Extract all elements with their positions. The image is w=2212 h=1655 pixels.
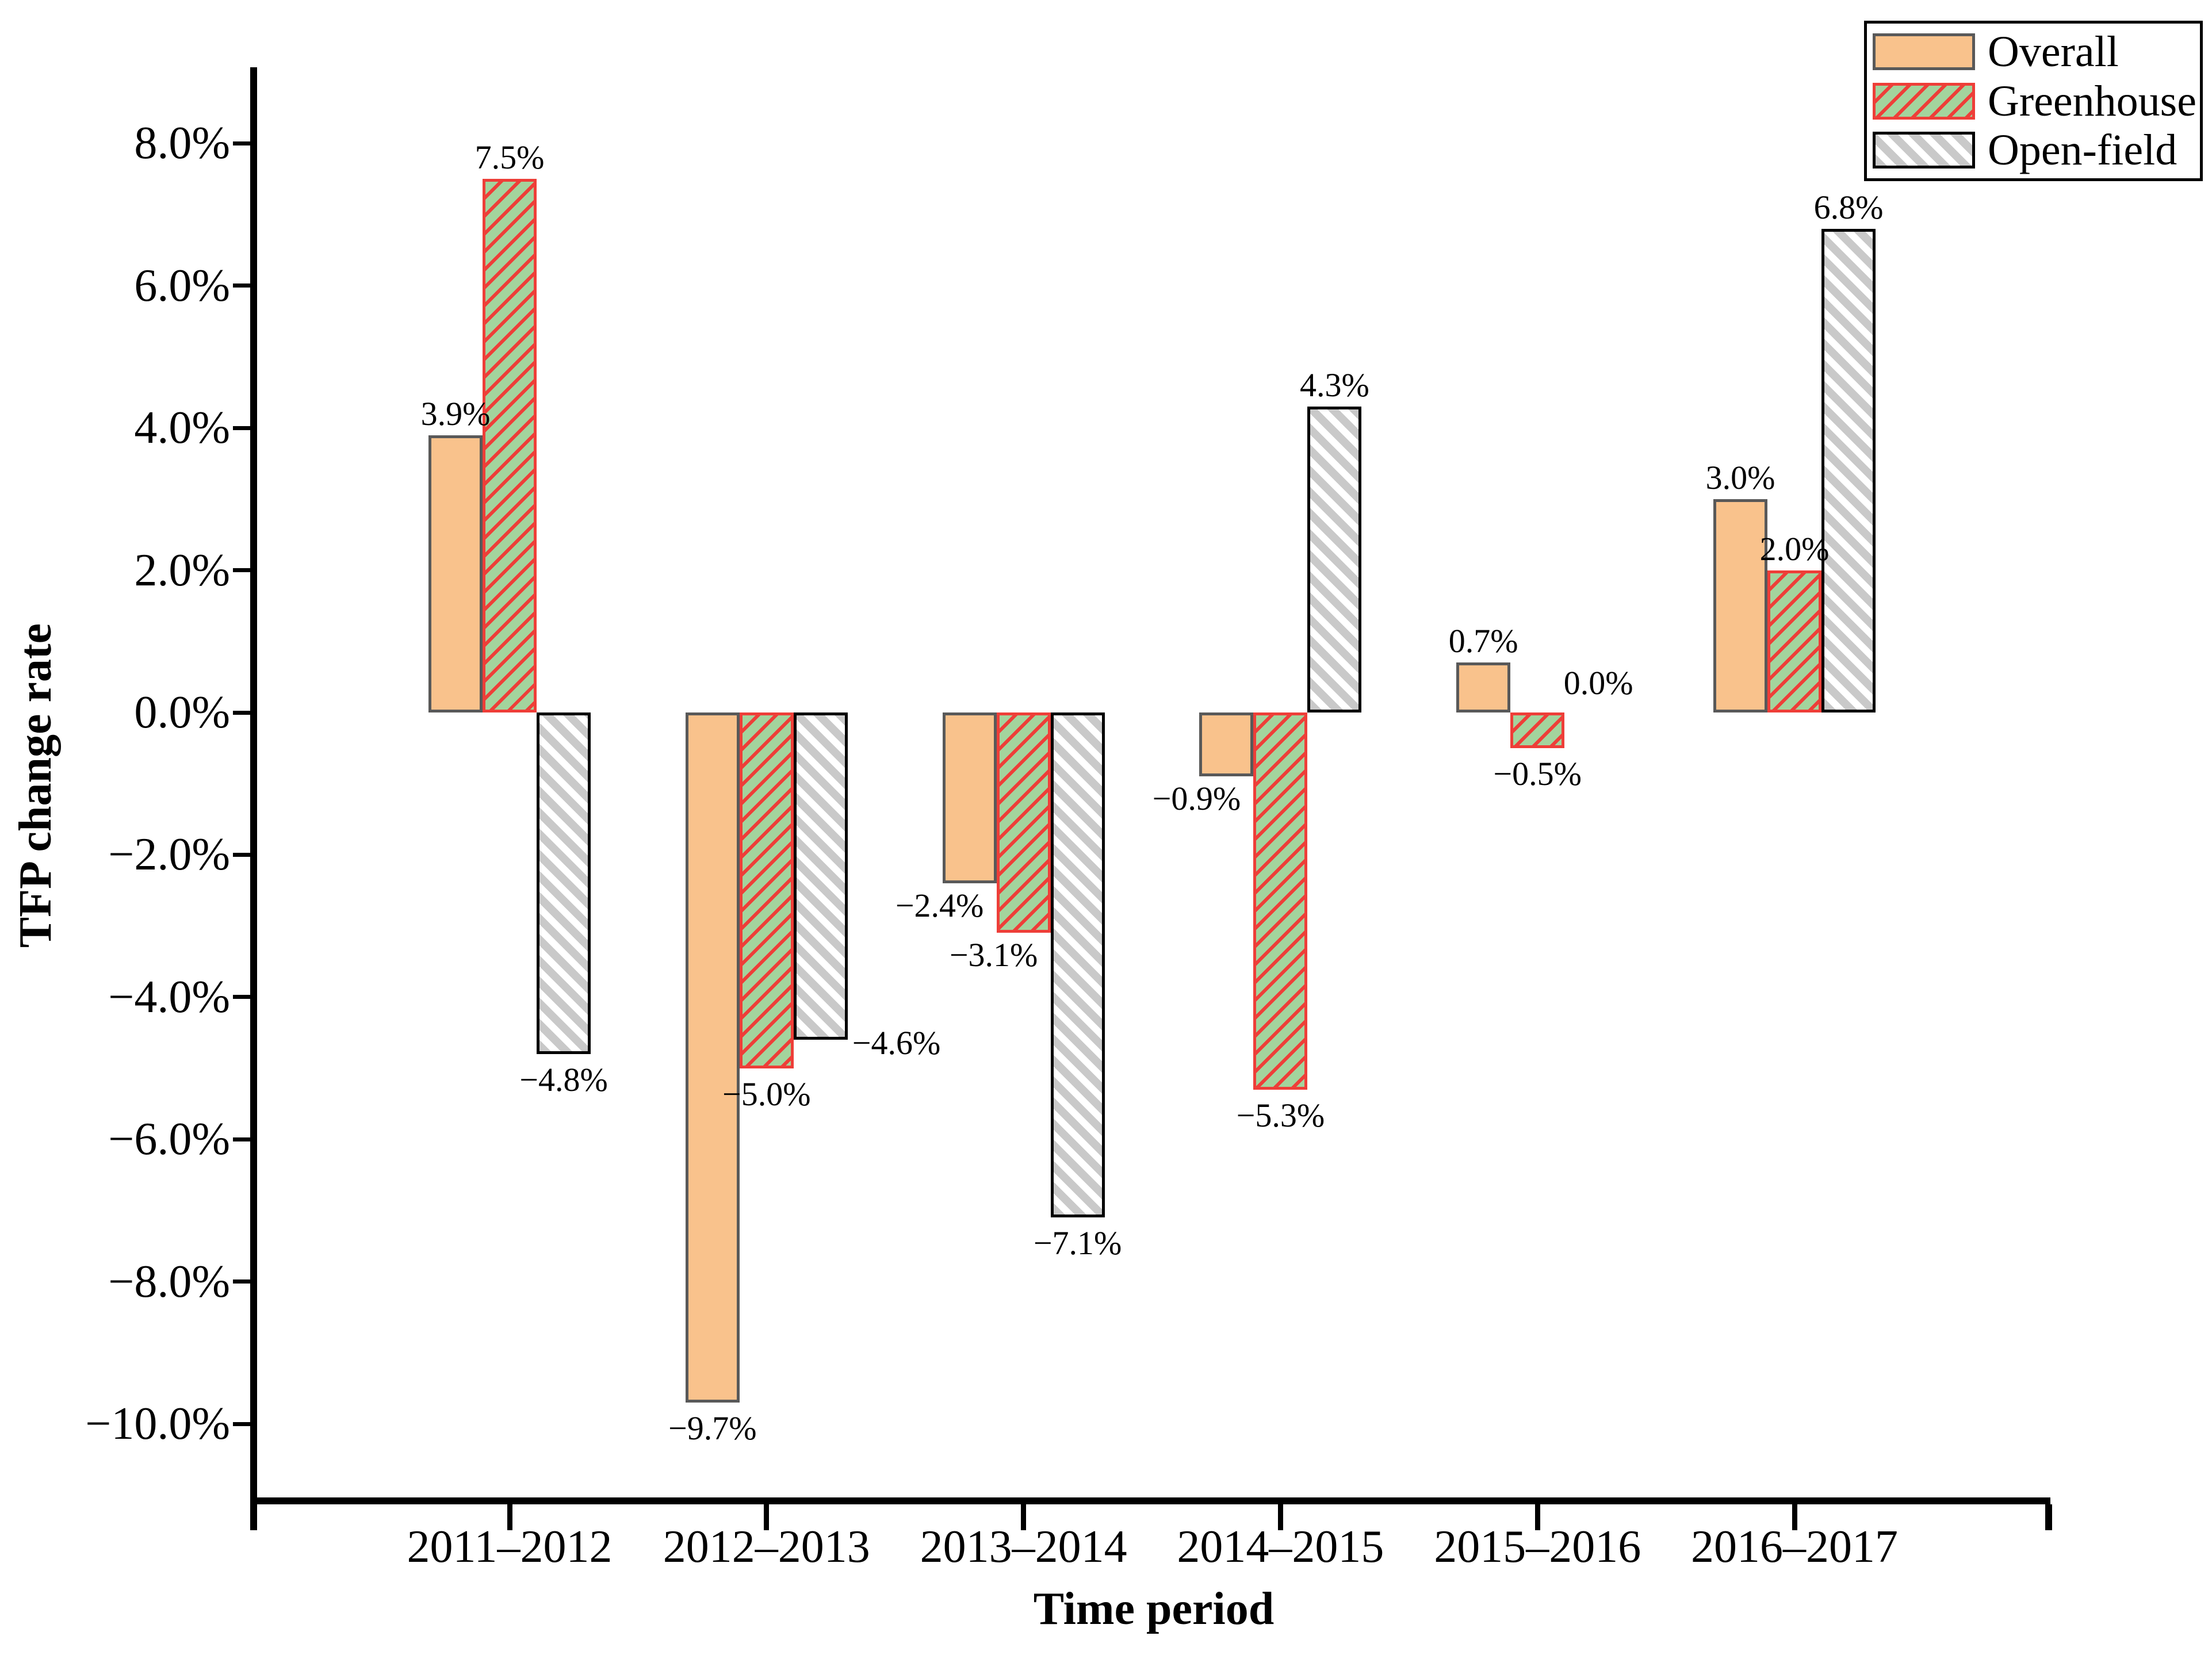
legend-swatch-openfield: [1873, 132, 1975, 168]
bar-value-label-open-field-2014-2015: 4.3%: [1299, 366, 1369, 404]
x-tick-mark: [1021, 1504, 1027, 1530]
x-tick-mark: [1792, 1504, 1797, 1530]
bar-greenhouse-2016-2017: [1767, 570, 1821, 712]
bar-value-label-greenhouse-2011-2012: 7.5%: [474, 139, 545, 177]
x-axis-left-end-tick: [250, 1504, 257, 1530]
x-axis-title: Time period: [1033, 1584, 1275, 1634]
bar-value-label-greenhouse-2014-2015: −5.3%: [1236, 1096, 1325, 1134]
y-axis-title: TFP change rate: [10, 623, 61, 948]
bar-value-label-open-field-2015-2016: 0.0%: [1563, 664, 1633, 702]
y-tick-mark: [233, 568, 257, 573]
bar-overall-2014-2015: [1199, 712, 1254, 777]
y-tick-label: 4.0%: [134, 403, 230, 454]
bar-greenhouse-2014-2015: [1253, 712, 1308, 1090]
x-tick-label: 2014–2015: [1177, 1522, 1384, 1572]
y-tick-mark: [233, 141, 257, 145]
bar-open-field-2012-2013: [793, 712, 848, 1040]
y-tick-mark: [233, 995, 257, 999]
x-tick-mark: [1534, 1504, 1540, 1530]
x-tick-label: 2013–2014: [920, 1522, 1127, 1572]
y-tick-label: 0.0%: [134, 687, 230, 738]
bar-greenhouse-2012-2013: [739, 712, 794, 1068]
x-tick-label: 2012–2013: [663, 1522, 870, 1572]
legend-row-greenhouse: Greenhouse: [1873, 76, 2196, 125]
legend-row-overall: Overall: [1873, 29, 2194, 75]
legend-label-greenhouse: Greenhouse: [1988, 76, 2196, 125]
x-tick-mark: [764, 1504, 770, 1530]
y-tick-label: −8.0%: [108, 1256, 230, 1307]
bar-value-label-greenhouse-2015-2016: −0.5%: [1493, 754, 1582, 792]
y-tick-mark: [233, 852, 257, 857]
legend-label-overall: Overall: [1988, 28, 2119, 76]
bar-greenhouse-2011-2012: [483, 179, 537, 712]
y-tick-label: 2.0%: [134, 545, 230, 596]
legend-swatch-overall: [1873, 33, 1975, 70]
y-tick-label: −6.0%: [108, 1114, 230, 1165]
y-tick-mark: [233, 1137, 257, 1141]
y-tick-label: 8.0%: [134, 118, 230, 169]
bar-value-label-overall-2014-2015: −0.9%: [1152, 780, 1241, 818]
bar-value-label-open-field-2012-2013: −4.6%: [852, 1024, 941, 1062]
legend: Overall Greenhouse Open-field: [1864, 21, 2203, 181]
y-tick-label: −2.0%: [108, 829, 230, 880]
bar-value-label-greenhouse-2013-2014: −3.1%: [949, 936, 1038, 974]
bar-overall-2011-2012: [428, 435, 483, 712]
bar-value-label-greenhouse-2016-2017: 2.0%: [1759, 530, 1830, 568]
bar-overall-2012-2013: [685, 712, 740, 1403]
y-tick-mark: [233, 284, 257, 288]
bar-overall-2016-2017: [1713, 499, 1767, 712]
y-tick-mark: [233, 1279, 257, 1284]
y-tick-mark: [233, 1422, 257, 1426]
bar-greenhouse-2013-2014: [996, 712, 1051, 933]
bar-value-label-overall-2015-2016: 0.7%: [1448, 622, 1518, 660]
y-tick-mark: [233, 710, 257, 715]
x-tick-mark: [1277, 1504, 1283, 1530]
bar-value-label-open-field-2011-2012: −4.8%: [519, 1060, 608, 1098]
x-tick-mark: [507, 1504, 512, 1530]
bar-greenhouse-2015-2016: [1510, 712, 1565, 748]
legend-swatch-greenhouse: [1873, 82, 1975, 120]
bar-overall-2013-2014: [942, 712, 997, 883]
bar-open-field-2016-2017: [1821, 228, 1876, 712]
y-tick-mark: [233, 426, 257, 430]
bar-value-label-open-field-2016-2017: 6.8%: [1813, 188, 1884, 226]
bar-value-label-overall-2016-2017: 3.0%: [1705, 458, 1775, 496]
bar-open-field-2014-2015: [1307, 407, 1362, 712]
bar-open-field-2013-2014: [1050, 712, 1105, 1218]
bar-value-label-open-field-2013-2014: −7.1%: [1033, 1224, 1122, 1262]
x-tick-label: 2011–2012: [407, 1522, 613, 1572]
bar-value-label-greenhouse-2012-2013: −5.0%: [722, 1075, 811, 1113]
bar-open-field-2011-2012: [537, 712, 591, 1054]
x-axis-right-end-tick: [2045, 1504, 2052, 1530]
y-tick-label: −4.0%: [108, 971, 230, 1022]
y-tick-label: 6.0%: [134, 260, 230, 311]
x-tick-label: 2015–2016: [1434, 1522, 1641, 1572]
legend-label-openfield: Open-field: [1988, 126, 2177, 174]
bar-overall-2015-2016: [1456, 662, 1511, 712]
bar-value-label-overall-2012-2013: −9.7%: [668, 1409, 757, 1447]
bar-value-label-overall-2011-2012: 3.9%: [420, 394, 491, 432]
x-tick-label: 2016–2017: [1691, 1522, 1898, 1572]
y-tick-label: −10.0%: [85, 1399, 230, 1449]
legend-row-openfield: Open-field: [1873, 127, 2194, 173]
bar-value-label-overall-2013-2014: −2.4%: [895, 886, 984, 924]
